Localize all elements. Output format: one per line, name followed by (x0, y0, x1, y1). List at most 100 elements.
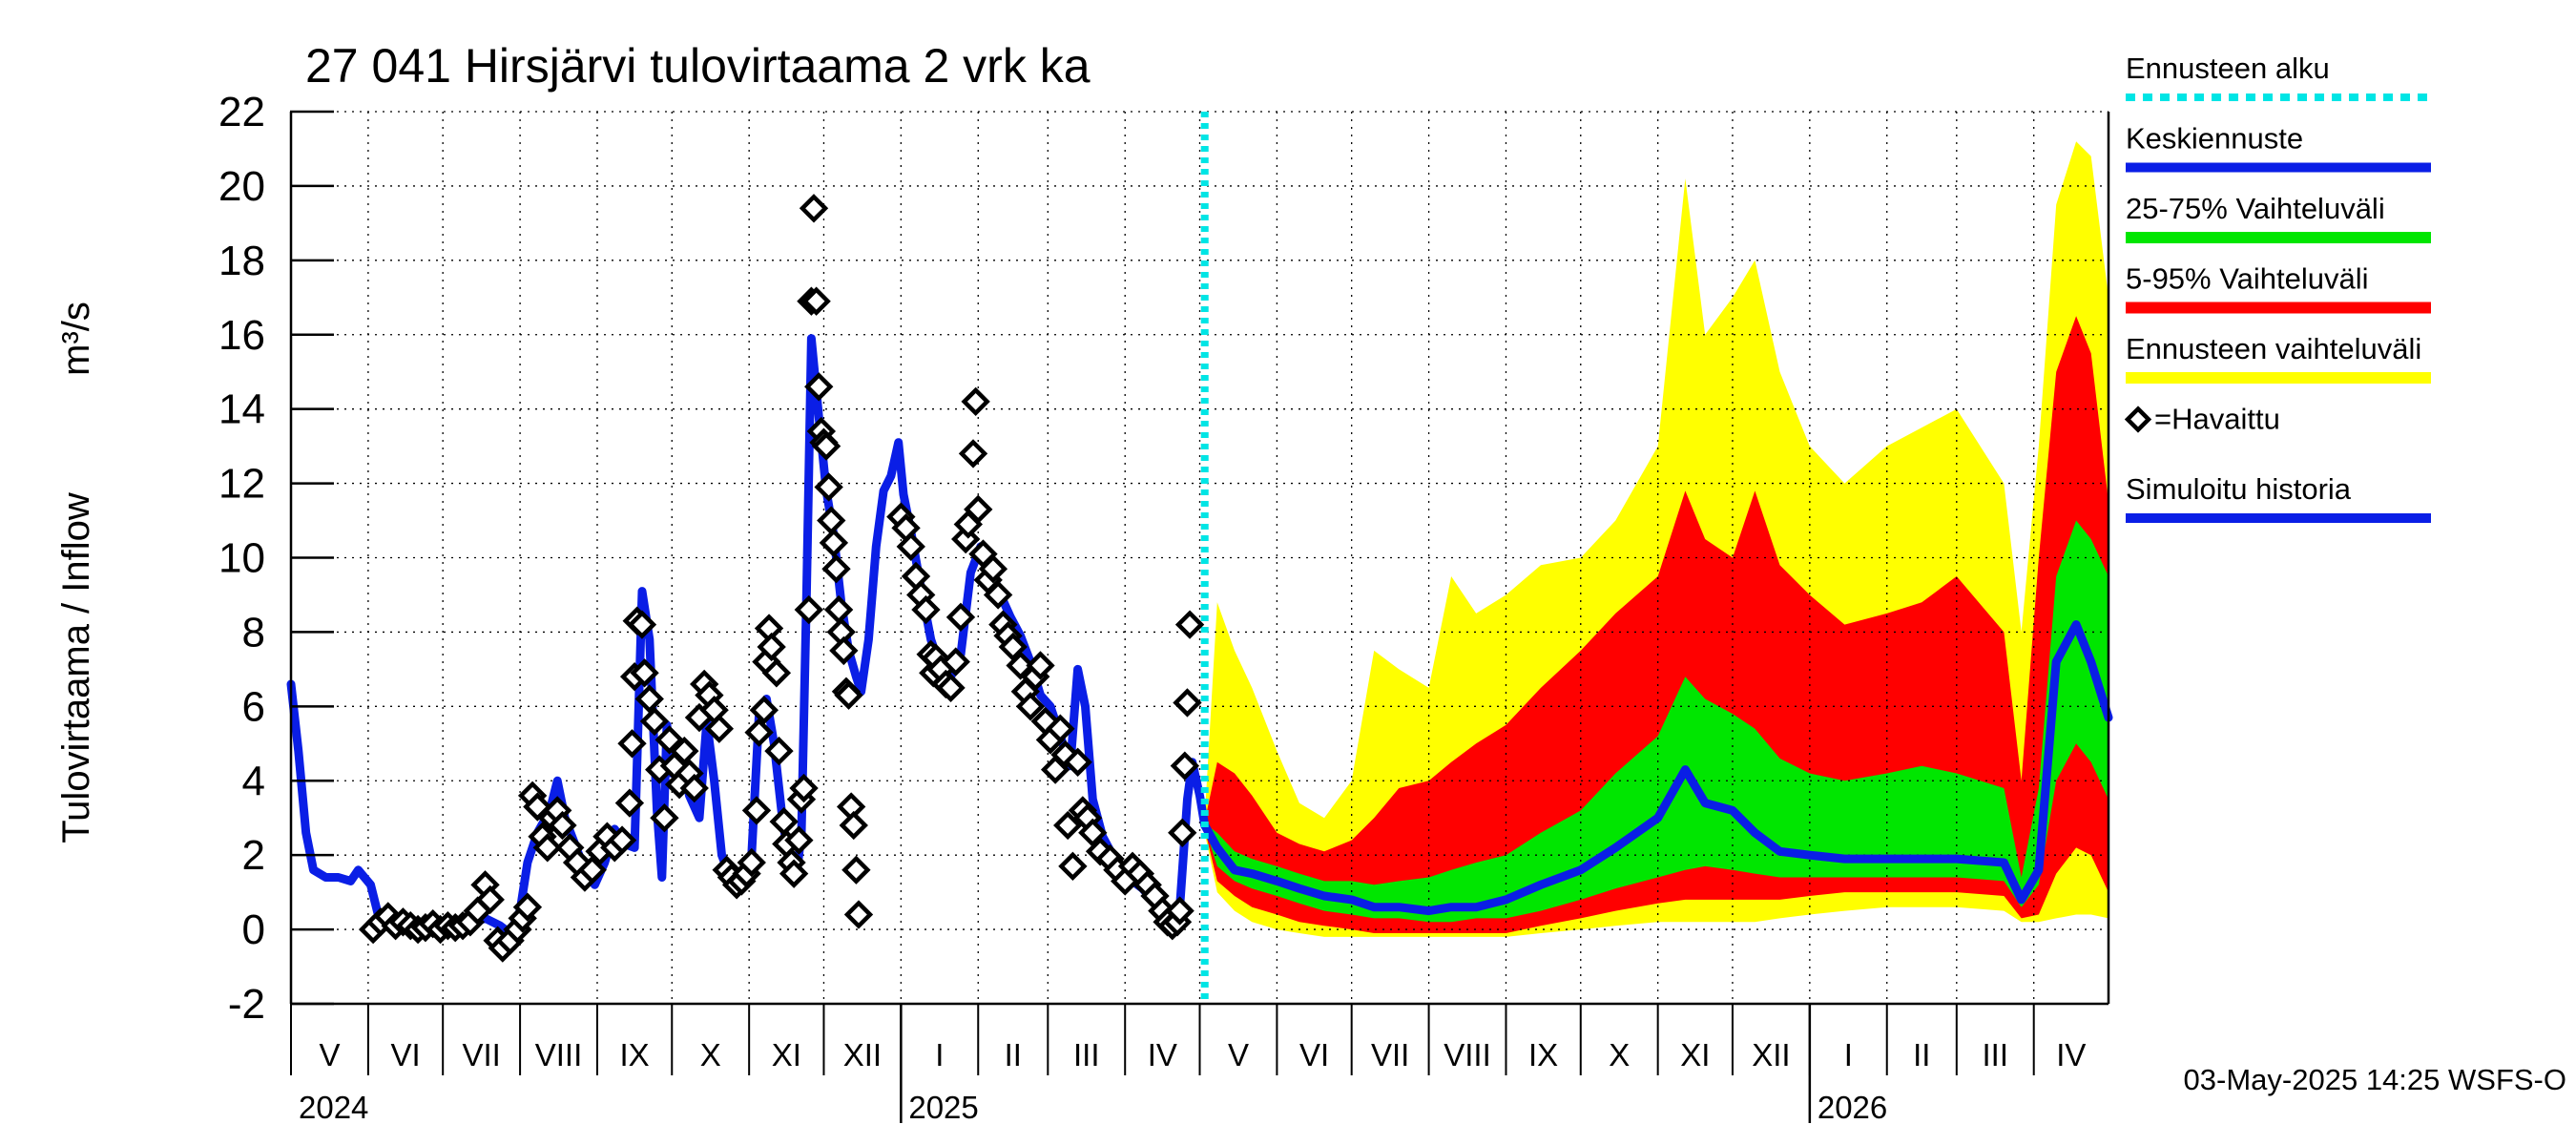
month-label: III (1983, 1037, 2009, 1072)
month-label: V (319, 1037, 340, 1072)
observed-point (841, 855, 871, 885)
year-label: 2025 (908, 1090, 978, 1125)
y-tick-label: 22 (218, 89, 265, 135)
month-label: XI (772, 1037, 801, 1072)
month-label: X (1609, 1037, 1630, 1072)
observed-point (749, 696, 779, 725)
observed-point (784, 825, 814, 855)
observed-point (607, 825, 637, 855)
observed-point (1006, 651, 1035, 680)
observed-point (911, 594, 941, 625)
y-tick-label: 8 (242, 609, 265, 656)
legend-label: =Havaittu (2154, 403, 2280, 436)
y-tick-label: 4 (242, 758, 265, 804)
month-label: X (700, 1037, 721, 1072)
legend-label: Ennusteen vaihteluväli (2126, 332, 2421, 365)
observed-point (961, 386, 990, 417)
month-label: IV (1148, 1037, 1177, 1072)
y-tick-label: 6 (242, 683, 265, 730)
y-tick-label: 10 (218, 535, 265, 582)
observed-point (834, 680, 863, 710)
y-axis-label: Tulovirtaama / Inflow (55, 492, 97, 843)
observed-point (617, 729, 647, 759)
month-label: IX (620, 1037, 650, 1072)
observed-point (679, 773, 709, 803)
observed-point (757, 632, 786, 662)
forecast-25-75-band (1204, 520, 2109, 923)
forecast-bands (1204, 141, 2109, 937)
y-tick-label: 16 (218, 312, 265, 359)
year-label: 2026 (1818, 1090, 1887, 1125)
legend-label: 25-75% Vaihteluväli (2126, 192, 2385, 225)
chart-title: 27 041 Hirsjärvi tulovirtaama 2 vrk ka (305, 39, 1091, 93)
observed-point (741, 796, 772, 825)
observed-point (804, 372, 834, 402)
observed-point (630, 658, 659, 688)
observed-point (978, 554, 1008, 584)
month-label: VII (1371, 1037, 1409, 1072)
observed-point (941, 647, 970, 677)
observed-point (614, 788, 645, 818)
observed-point (627, 610, 657, 639)
observed-point (964, 494, 993, 525)
month-label: I (935, 1037, 944, 1072)
observed-point (654, 725, 684, 755)
observed-point (548, 810, 577, 841)
month-label: VI (1299, 1037, 1329, 1072)
observed-point (1063, 747, 1092, 777)
observed-points (358, 194, 1205, 963)
observed-point (814, 472, 843, 502)
observed-point (789, 773, 819, 803)
observed-point (1174, 610, 1205, 639)
observed-point (801, 286, 831, 316)
observed-point (958, 439, 988, 468)
observed-point (737, 847, 766, 878)
y-tick-label: 0 (242, 906, 265, 953)
observed-point (577, 855, 607, 885)
month-label: VIII (1444, 1037, 1491, 1072)
legend-label: Keskiennuste (2126, 122, 2303, 156)
observed-point (1173, 688, 1202, 718)
month-label: XII (1752, 1037, 1790, 1072)
observed-point (744, 718, 774, 747)
observed-point (945, 602, 976, 633)
month-label: XI (1680, 1037, 1710, 1072)
month-label: VII (462, 1037, 500, 1072)
observed-point (998, 632, 1028, 662)
observed-point (839, 810, 868, 841)
month-label: I (1844, 1037, 1853, 1072)
observed-point (1168, 818, 1197, 847)
y-tick-label: 14 (218, 386, 265, 433)
observed-point (1165, 896, 1195, 926)
observed-point (634, 684, 664, 714)
observed-point (1015, 692, 1046, 721)
legend-swatch-observed (2124, 406, 2152, 433)
observed-point (843, 900, 874, 929)
year-label: 2024 (299, 1090, 368, 1125)
observed-point (1170, 751, 1200, 781)
observed-point (811, 431, 841, 461)
observed-point (523, 792, 552, 822)
legend-label: Ennusteen alku (2126, 52, 2330, 85)
observed-point (650, 803, 679, 833)
observed-point (670, 736, 699, 766)
y-tick-label: 20 (218, 163, 265, 210)
month-label: III (1073, 1037, 1100, 1072)
legend-label: Simuloitu historia (2126, 472, 2352, 506)
legend: Ennusteen alku Keskiennuste 25-75% Vaihtel… (2124, 52, 2431, 523)
observed-point (639, 706, 670, 737)
y-tick-label: 12 (218, 461, 265, 508)
observed-point (819, 528, 849, 558)
observed-point (799, 194, 829, 223)
observed-point (936, 673, 966, 703)
axes (289, 110, 2110, 1123)
observed-point (829, 635, 859, 666)
footer-timestamp: 03-May-2025 14:25 WSFS-O (2184, 1063, 2566, 1096)
observed-point (1058, 851, 1088, 882)
observed-point (1046, 714, 1075, 743)
median-forecast-line (1200, 620, 2113, 916)
observed-point (779, 859, 809, 888)
